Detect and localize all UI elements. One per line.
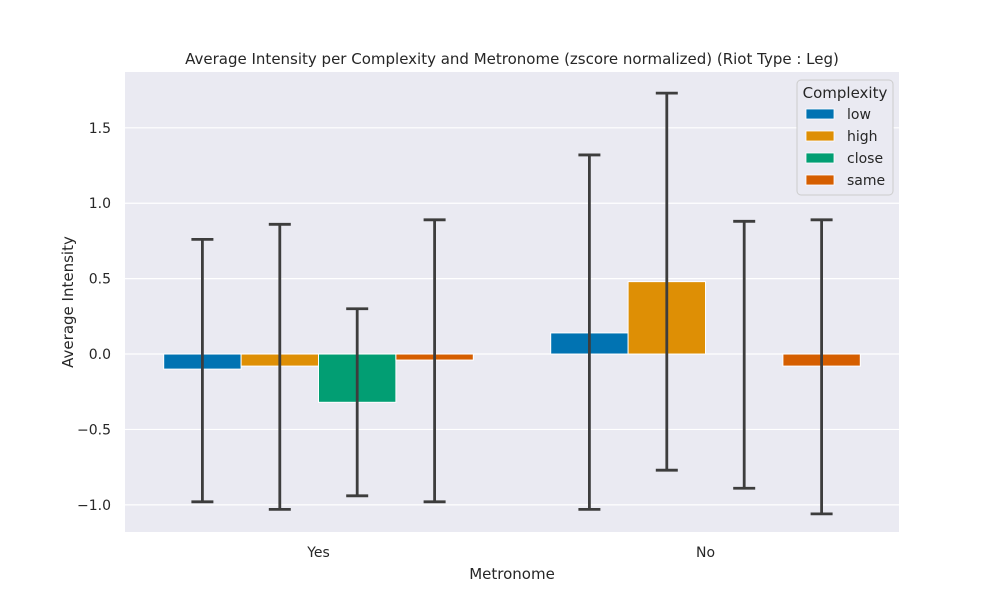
legend-swatch — [805, 130, 835, 142]
y-tick-label: 1.5 — [89, 121, 111, 137]
x-axis-label: Metronome — [469, 565, 555, 583]
x-tick-label: Yes — [306, 545, 330, 561]
legend-swatch — [805, 174, 835, 186]
legend-swatch — [805, 152, 835, 164]
legend-label: low — [847, 107, 871, 123]
legend-swatch — [805, 108, 835, 120]
legend-item-low: low — [805, 107, 871, 123]
error-bar-close-no — [733, 219, 756, 490]
legend-title: Complexity — [803, 84, 888, 102]
error-bar-low-no — [578, 153, 601, 511]
error-bar-high-yes — [268, 222, 291, 511]
legend-label: high — [847, 129, 878, 145]
legend-item-close: close — [805, 151, 883, 167]
error-bar-same-yes — [423, 218, 446, 504]
error-bar-close-yes — [346, 307, 369, 498]
y-tick-label: −1.0 — [77, 498, 111, 514]
legend-item-same: same — [805, 173, 885, 189]
legend-item-high: high — [805, 129, 878, 145]
chart-title: Average Intensity per Complexity and Met… — [185, 50, 839, 68]
legend-label: close — [847, 151, 883, 167]
y-tick-labels: −1.0 −0.5 0.0 0.5 1.0 1.5 — [77, 121, 111, 514]
x-tick-label: No — [696, 545, 715, 561]
y-tick-label: −0.5 — [77, 422, 111, 438]
y-tick-label: 0.0 — [89, 347, 111, 363]
legend-label: same — [847, 173, 885, 189]
legend-items: low high close same — [805, 107, 885, 189]
error-bar-low-yes — [191, 238, 214, 504]
y-tick-label: 0.5 — [89, 272, 111, 288]
legend: Complexity low high close same — [796, 79, 894, 196]
y-tick-label: 1.0 — [89, 196, 111, 212]
x-tick-labels: Yes No — [306, 545, 715, 561]
error-bar-high-no — [655, 91, 678, 472]
plot-background — [125, 72, 899, 532]
error-bars — [191, 91, 833, 516]
error-bar-same-no — [810, 218, 833, 516]
y-axis-label: Average Intensity — [59, 236, 77, 368]
